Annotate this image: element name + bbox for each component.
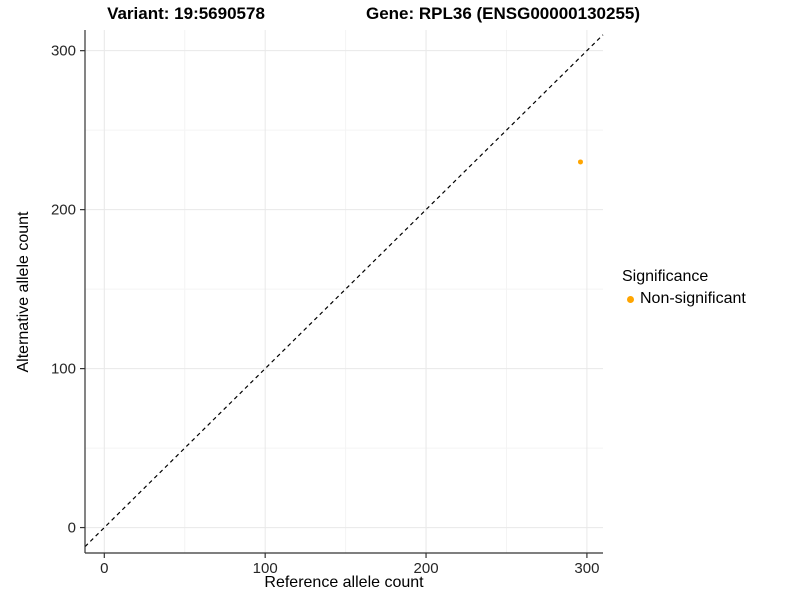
legend-item-non-significant: Non-significant [622,290,746,308]
legend-key-box [622,295,638,303]
legend: Significance Non-significant [622,268,746,308]
variant-title: Variant: 19:5690578 [107,4,265,23]
legend-title: Significance [622,268,709,285]
x-tick-label: 200 [414,560,439,577]
data-point-non-significant [577,159,583,165]
x-tick-label: 300 [574,560,599,577]
y-axis-label: Alternative allele count [15,211,32,373]
y-tick-label: 300 [51,43,76,60]
x-tick-label: 0 [100,560,108,577]
legend-point-icon [626,295,634,303]
y-tick-label: 0 [68,520,76,537]
y-tick-label: 200 [51,202,76,219]
identity-reference-line [84,34,604,548]
x-axis-label: Reference allele count [264,574,424,591]
legend-item-label: Non-significant [640,290,746,307]
y-tick-label: 100 [51,361,76,378]
gene-title: Gene: RPL36 (ENSG00000130255) [365,4,641,23]
x-tick-label: 100 [253,560,278,577]
